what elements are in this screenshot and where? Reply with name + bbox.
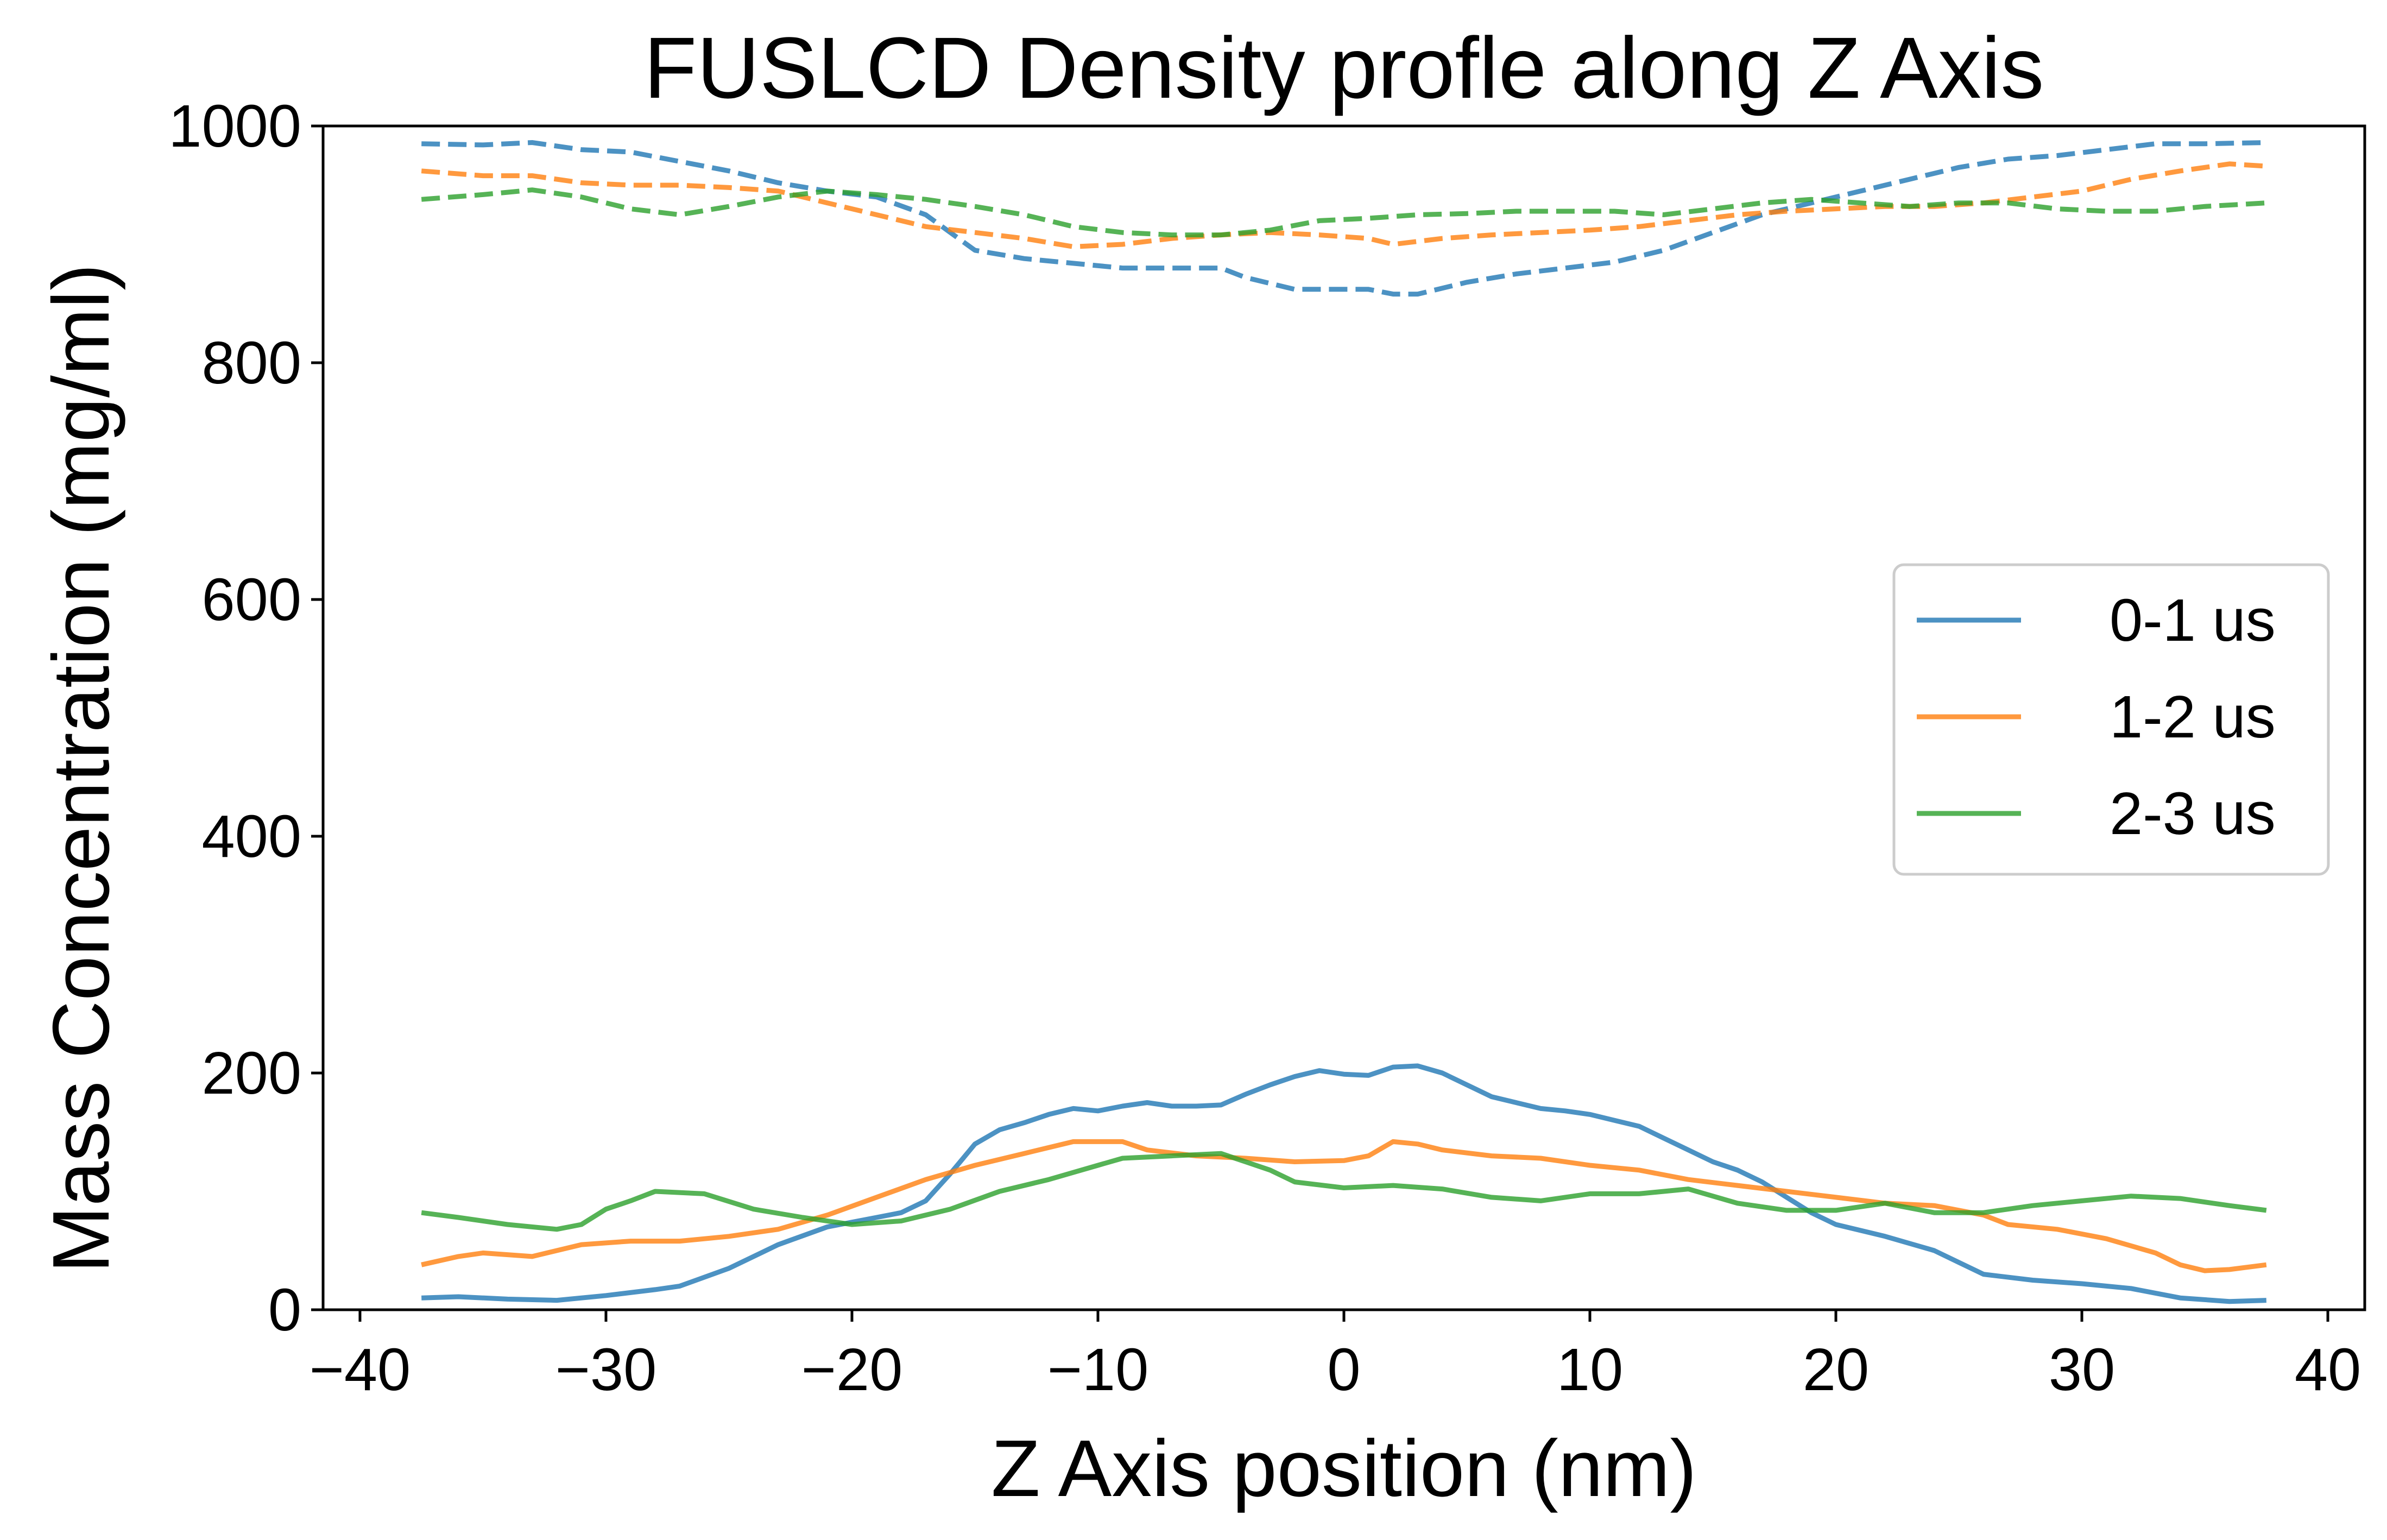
y-tick-label: 800 (201, 330, 301, 396)
x-tick-label: 10 (1557, 1336, 1623, 1403)
y-axis-label: Mass Concentration (mg/ml) (36, 264, 126, 1273)
x-axis-label: Z Axis position (nm) (991, 1424, 1696, 1513)
legend-label: 1-2 us (2110, 684, 2276, 750)
series-line-6-dashed (421, 187, 2267, 238)
x-tick-label: 40 (2295, 1336, 2361, 1403)
y-tick-label: 600 (201, 566, 301, 633)
series-line-2 (421, 1139, 2267, 1273)
series-line-1 (421, 1063, 2266, 1304)
x-tick-label: −20 (801, 1336, 903, 1403)
legend-box (1892, 563, 2330, 876)
chart-title: FUSLCD Density profle along Z Axis (644, 19, 2044, 116)
plot-area (421, 140, 2267, 1304)
y-tick-label: 1000 (168, 93, 301, 160)
x-tick-label: 20 (1803, 1336, 1869, 1403)
legend-label: 0-1 us (2110, 587, 2276, 654)
y-tick-label: 400 (201, 803, 301, 870)
x-tick-label: 0 (1327, 1336, 1360, 1403)
y-tick-label: 200 (201, 1040, 301, 1107)
legend: 0-1 us 1-2 us 2-3 us (1892, 563, 2330, 876)
x-tick-label: 30 (2049, 1336, 2115, 1403)
x-tick-label: −30 (555, 1336, 657, 1403)
y-tick-label: 0 (268, 1277, 301, 1343)
series-line-4-dashed (421, 140, 2266, 297)
x-tick-label: −10 (1047, 1336, 1149, 1403)
series-line-3 (421, 1151, 2267, 1232)
legend-label: 2-3 us (2110, 780, 2276, 847)
x-tick-label: −40 (310, 1336, 411, 1403)
